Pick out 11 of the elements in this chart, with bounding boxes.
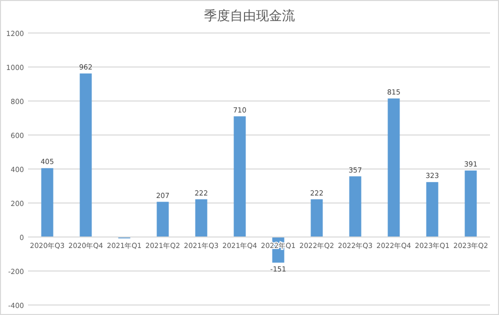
bar [234, 116, 246, 237]
bar [195, 199, 208, 237]
bar [426, 182, 438, 237]
bar [349, 176, 362, 237]
chart-title: 季度自由现金流 [204, 8, 295, 24]
bar [464, 170, 477, 237]
bar [41, 168, 54, 237]
bar [388, 98, 400, 237]
bar [156, 202, 169, 237]
bar [310, 199, 323, 237]
bar [80, 73, 92, 237]
